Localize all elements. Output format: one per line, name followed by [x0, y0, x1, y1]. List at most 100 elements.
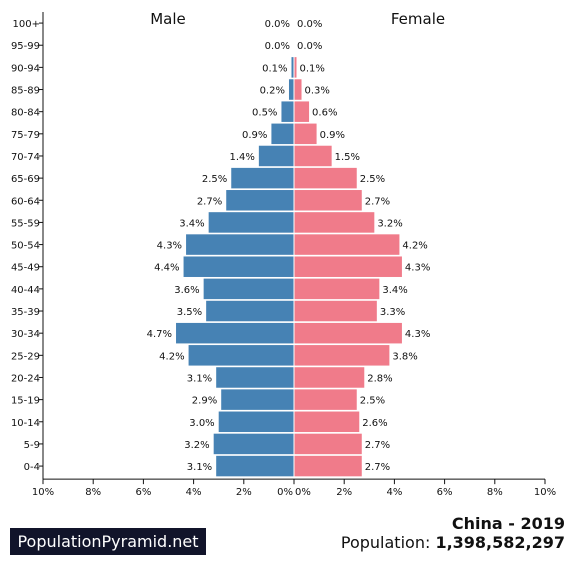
male-bar[interactable]	[208, 212, 294, 233]
age-group-label: 75-79	[11, 130, 40, 141]
age-group-label: 25-29	[11, 351, 40, 362]
female-value-label: 3.4%	[382, 285, 407, 296]
female-bar[interactable]	[294, 256, 402, 277]
x-tick-label-left: 6%	[135, 487, 151, 498]
age-group-label: 5-9	[24, 440, 40, 451]
female-value-label: 2.7%	[365, 462, 390, 473]
female-bar[interactable]	[294, 123, 317, 145]
female-value-label: 2.7%	[365, 196, 390, 207]
female-bar[interactable]	[294, 101, 310, 122]
female-value-label: 0.0%	[297, 41, 322, 52]
female-bar[interactable]	[294, 433, 362, 455]
male-value-label: 2.9%	[192, 396, 217, 407]
female-value-label: 3.2%	[377, 218, 402, 229]
female-bar[interactable]	[294, 278, 380, 300]
male-bar[interactable]	[206, 300, 294, 322]
male-bar[interactable]	[216, 367, 294, 388]
male-bar[interactable]	[213, 433, 294, 455]
male-value-label: 0.9%	[242, 130, 267, 141]
male-bar[interactable]	[281, 101, 294, 122]
female-value-label: 0.1%	[300, 63, 325, 74]
female-value-label: 3.8%	[392, 351, 417, 362]
age-group-label: 35-39	[11, 307, 40, 318]
age-group-label: 60-64	[11, 196, 40, 207]
age-group-label: 45-49	[11, 263, 40, 274]
brand-logo[interactable]: PopulationPyramid.net	[10, 528, 206, 555]
bars-layer	[176, 12, 402, 480]
x-tick-label-right: 6%	[437, 487, 453, 498]
female-value-label: 0.0%	[297, 19, 322, 30]
male-bar[interactable]	[231, 167, 294, 189]
female-value-label: 2.5%	[360, 174, 385, 185]
population-label: Population:	[340, 533, 431, 552]
age-group-label: 10-14	[11, 418, 40, 429]
age-group-label: 95-99	[11, 41, 40, 52]
male-bar[interactable]	[226, 190, 294, 211]
age-group-label: 90-94	[11, 63, 40, 74]
female-value-label: 2.6%	[362, 418, 387, 429]
female-value-label: 4.3%	[405, 329, 430, 340]
female-bar[interactable]	[294, 300, 377, 322]
male-value-label: 3.1%	[187, 462, 212, 473]
female-bar[interactable]	[294, 322, 402, 344]
female-value-label: 4.3%	[405, 263, 430, 274]
male-value-label: 0.5%	[252, 108, 277, 119]
female-bar[interactable]	[294, 345, 390, 366]
population-total: Population: 1,398,582,297	[341, 533, 565, 552]
female-bar[interactable]	[294, 145, 332, 167]
male-bar[interactable]	[186, 234, 294, 255]
male-bar[interactable]	[203, 278, 294, 300]
male-bar[interactable]	[216, 455, 294, 477]
female-bar[interactable]	[294, 389, 357, 410]
female-bar[interactable]	[294, 167, 357, 189]
x-tick-label-right: 8%	[487, 487, 503, 498]
male-value-label: 4.2%	[159, 351, 184, 362]
age-group-label: 85-89	[11, 86, 40, 97]
female-bar[interactable]	[294, 367, 365, 388]
age-group-label: 20-24	[11, 373, 40, 384]
female-bar[interactable]	[294, 234, 400, 255]
x-tick-label-left: 0%	[277, 487, 293, 498]
female-value-label: 2.5%	[360, 396, 385, 407]
female-value-label: 4.2%	[402, 241, 427, 252]
male-value-label: 2.7%	[197, 196, 222, 207]
male-bar[interactable]	[221, 389, 294, 410]
x-tick-label-left: 4%	[186, 487, 202, 498]
male-bar[interactable]	[258, 145, 294, 167]
female-bar[interactable]	[294, 411, 360, 433]
female-bar[interactable]	[294, 190, 362, 211]
male-value-label: 4.3%	[157, 241, 182, 252]
female-bar[interactable]	[294, 57, 297, 78]
age-group-label: 80-84	[11, 108, 40, 119]
male-value-label: 0.0%	[265, 19, 290, 30]
male-value-label: 3.0%	[189, 418, 214, 429]
male-bar[interactable]	[271, 123, 294, 145]
female-bar[interactable]	[294, 455, 362, 477]
male-bar[interactable]	[188, 345, 294, 366]
female-value-label: 0.3%	[305, 86, 330, 97]
x-tick-label-right: 0%	[295, 487, 311, 498]
male-value-label: 1.4%	[229, 152, 254, 163]
labels-layer: 100+ 0.0% 0.0% 95-99 0.0% 0.0% 90-94 0.1% 0.1% 85…	[11, 19, 430, 473]
female-bar[interactable]	[294, 212, 375, 233]
male-bar[interactable]	[176, 322, 294, 344]
age-group-label: 100+	[13, 19, 40, 30]
female-value-label: 0.6%	[312, 108, 337, 119]
male-bar[interactable]	[183, 256, 294, 277]
male-bar[interactable]	[218, 411, 294, 433]
male-value-label: 3.5%	[177, 307, 202, 318]
male-value-label: 3.4%	[179, 218, 204, 229]
x-tick-label-left: 10%	[32, 487, 54, 498]
country-year-title: China - 2019	[451, 514, 565, 533]
age-group-label: 0-4	[24, 462, 40, 473]
male-value-label: 0.0%	[265, 41, 290, 52]
age-group-label: 40-44	[11, 285, 40, 296]
female-bar[interactable]	[294, 79, 302, 100]
male-bar[interactable]	[288, 79, 294, 100]
male-value-label: 4.7%	[147, 329, 172, 340]
female-value-label: 2.8%	[367, 373, 392, 384]
male-value-label: 3.2%	[184, 440, 209, 451]
male-bar[interactable]	[291, 57, 294, 78]
population-pyramid-chart: 10% 8% 6% 4% 2% 0% 0% 2% 4% 6% 8% 10% 100+ 0.0% 0.0% 9…	[11, 10, 556, 498]
female-series-title: Female	[391, 10, 445, 28]
